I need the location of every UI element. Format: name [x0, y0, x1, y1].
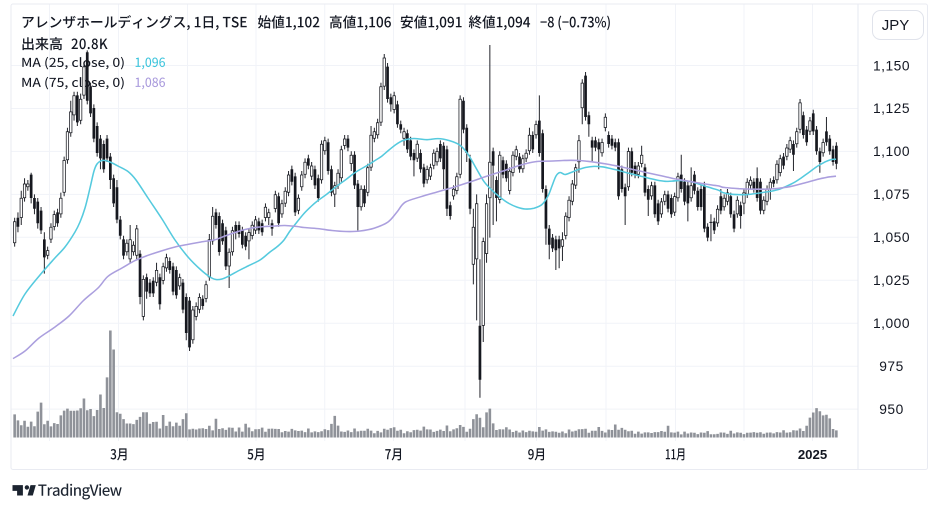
svg-text:1,150: 1,150 [873, 58, 910, 73]
svg-text:1,125: 1,125 [873, 101, 910, 116]
svg-text:1,000: 1,000 [873, 316, 910, 331]
svg-text:1,025: 1,025 [873, 273, 910, 288]
svg-text:1,050: 1,050 [873, 230, 910, 245]
svg-text:975: 975 [879, 359, 904, 374]
svg-text:950: 950 [879, 402, 904, 417]
svg-text:1,100: 1,100 [873, 144, 910, 159]
svg-text:2025: 2025 [798, 447, 827, 462]
svg-text:1,075: 1,075 [873, 187, 910, 202]
svg-text:JPY: JPY [882, 17, 910, 34]
